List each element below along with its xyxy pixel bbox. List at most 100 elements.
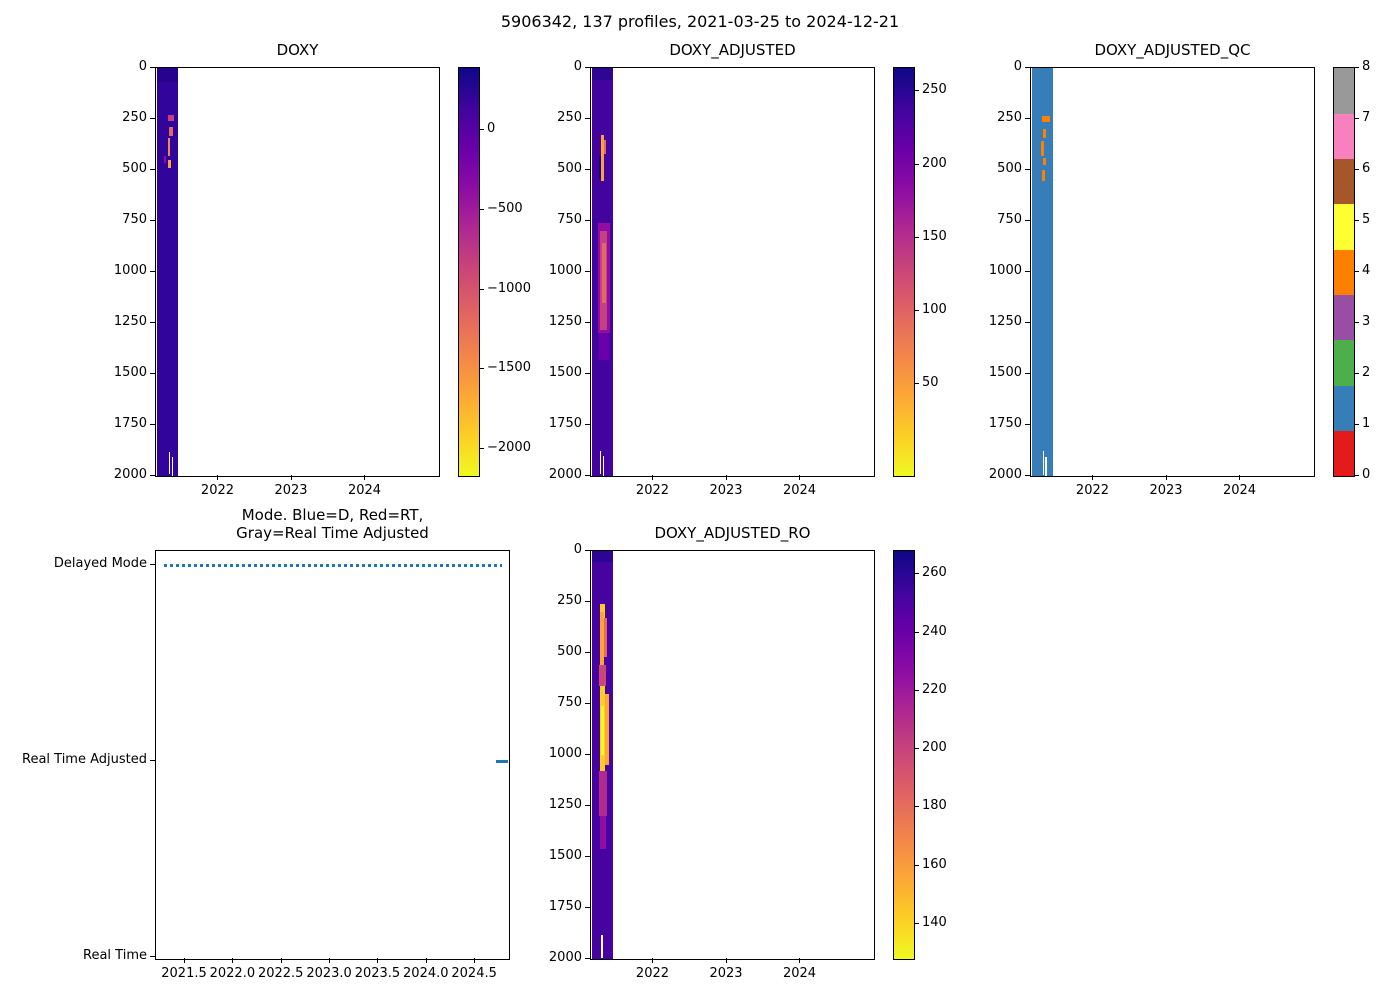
colorbar-tick-label: −500: [487, 200, 523, 216]
colorbar-tick-label: 0: [487, 121, 496, 137]
y-tick-label: 2000: [113, 467, 147, 482]
heatmap-data-segment: [163, 155, 167, 164]
colorbar-gradient-doxy-adjusted-ro: [893, 550, 915, 960]
colorbar-tick-mark: [1355, 424, 1359, 425]
colorbar-tick-mark: [1355, 475, 1359, 476]
subplot-doxy: DOXY 2022 2023 2024 0 250 500 750 1000 1250 1500 1…: [114, 41, 531, 498]
colorbar-gradient-doxy: [458, 67, 480, 477]
y-tick-label: 500: [557, 161, 582, 176]
subplot-doxy-adjusted-ro: DOXY_ADJUSTED_RO 2022 2023 2024 0 250 500 750 1…: [549, 524, 947, 981]
colorbar-tick-label: 200: [922, 155, 947, 171]
colorbar-tick-label: 4: [1362, 263, 1371, 278]
colorbar-tick-label: 5: [1362, 212, 1371, 227]
heatmap-data-segment: [1041, 141, 1045, 156]
plot-area-doxy: [155, 67, 440, 477]
y-tick-label: 250: [557, 110, 582, 125]
colorbar-discrete-segment: [1334, 294, 1354, 341]
x-tick-label: 2022: [200, 483, 235, 498]
colorbar-tick-mark: [1355, 67, 1359, 68]
plot-title-mode: Mode. Blue=D, Red=RT, Gray=Real Time Adj…: [95, 506, 570, 544]
heatmap-data-segment: [601, 934, 603, 958]
colorbar-tick-label: 1: [1362, 416, 1371, 431]
heatmap-data-stripe: [157, 68, 179, 476]
colorbar-tick-mark: [915, 806, 919, 808]
x-tick-label: 2023: [274, 483, 308, 498]
colorbar-doxy-adjusted: 250 200 150 100 50: [893, 67, 947, 477]
colorbar-tick-mark: [915, 573, 919, 575]
heatmap-data-segment: [602, 455, 605, 476]
plot-area-doxy-adjusted: [590, 67, 875, 477]
colorbar-tick-mark: [915, 631, 919, 633]
colorbar-discrete-segment: [1334, 158, 1354, 205]
plot-title-doxy: DOXY: [276, 41, 319, 60]
y-tick-label: 1750: [113, 416, 147, 431]
colorbar-tick-mark: [480, 368, 484, 370]
x-tick-label: 2022.0: [209, 966, 256, 981]
colorbar-tick-label: 7: [1362, 110, 1371, 125]
x-tick-label: 2024: [1222, 483, 1257, 498]
colorbar-doxy-adjusted-qc: 8 7 6 5 4 3 2 1 0: [1333, 59, 1370, 482]
colorbar-tick-mark: [1355, 118, 1359, 119]
colorbar-tick-mark: [1355, 373, 1359, 374]
plot-area-doxy-adjusted-qc: [1030, 67, 1315, 477]
heatmap-data-stripe: [1032, 68, 1054, 476]
colorbar-tick-mark: [915, 90, 919, 92]
colorbar-doxy-adjusted-ro: 260 240 220 200 180 160 140: [893, 550, 947, 960]
colorbar-discrete-segment: [1334, 249, 1354, 296]
colorbar-tick-label: 150: [922, 228, 947, 244]
colorbar-discrete-segment: [1334, 204, 1354, 250]
colorbar-discrete-segment: [1334, 430, 1354, 476]
x-tick-label: 2024.0: [403, 966, 449, 981]
colorbar-tick-label: 2: [1362, 365, 1371, 380]
colorbar-tick-label: 8: [1362, 59, 1371, 74]
colorbar-doxy: 0 −500 −1000 −1500 −2000: [458, 67, 531, 477]
subplot-doxy-adjusted: DOXY_ADJUSTED 2022 2023 2024 0 250 500 750 1000…: [549, 41, 947, 498]
x-tick-label: 2022.5: [257, 966, 304, 981]
colorbar-tick-mark: [915, 309, 919, 311]
heatmap-data-segment: [601, 135, 604, 182]
mode-series-line: [496, 759, 509, 763]
x-tick-label: 2023.0: [306, 966, 352, 981]
colorbar-tick-label: 140: [922, 915, 947, 931]
heatmap-data-segment: [592, 68, 614, 81]
plot-area-doxy-adjusted-ro: [590, 550, 875, 960]
colorbar-tick-label: 180: [922, 798, 947, 814]
y-tick-label: 750: [557, 212, 582, 227]
heatmap-data-segment: [1042, 129, 1047, 139]
colorbar-tick-label: 240: [922, 623, 947, 639]
heatmap-data-segment: [600, 612, 605, 666]
colorbar-tick-mark: [1355, 169, 1359, 170]
y-tick-label: Real Time Adjusted: [22, 752, 147, 768]
y-tick-label: 1750: [548, 416, 582, 431]
figure-suptitle: 5906342, 137 profiles, 2021-03-25 to 202…: [500, 12, 900, 31]
colorbar-tick-mark: [480, 447, 484, 449]
y-tick-label: 750: [122, 212, 147, 227]
y-tick-label: 500: [122, 161, 147, 176]
colorbar-tick-label: 200: [922, 740, 947, 756]
colorbar-tick-mark: [915, 236, 919, 238]
colorbar-tick-label: −1000: [487, 280, 531, 296]
x-tick-label: 2023: [709, 966, 743, 981]
mode-series-line: [163, 563, 503, 567]
heatmap-data-segment: [1041, 115, 1050, 123]
heatmap-data-segment: [598, 155, 601, 180]
y-tick-label: 1000: [113, 263, 147, 278]
y-tick-label: 250: [122, 110, 147, 125]
heatmap-data-segment: [168, 451, 171, 475]
plot-area-mode: [155, 550, 510, 960]
colorbar-tick-mark: [480, 208, 484, 210]
colorbar-tick-label: 0: [1362, 467, 1371, 482]
x-tick-label: 2021.5: [161, 966, 207, 981]
x-tick-label: 2024.5: [451, 966, 497, 981]
y-tick-label: Real Time: [83, 947, 147, 963]
colorbar-tick-label: −2000: [487, 439, 531, 455]
plot-title-mode-line2: Gray=Real Time Adjusted: [236, 524, 429, 543]
x-tick-label: 2023: [709, 483, 743, 498]
y-tick-label: 2000: [548, 467, 582, 482]
colorbar-tick-label: 100: [922, 301, 947, 317]
colorbar-tick-mark: [1355, 271, 1359, 272]
y-tick-label: 0: [138, 59, 147, 74]
heatmap-data-segment: [605, 693, 609, 766]
heatmap-data-segment: [1043, 157, 1047, 165]
colorbar-tick-mark: [915, 748, 919, 750]
